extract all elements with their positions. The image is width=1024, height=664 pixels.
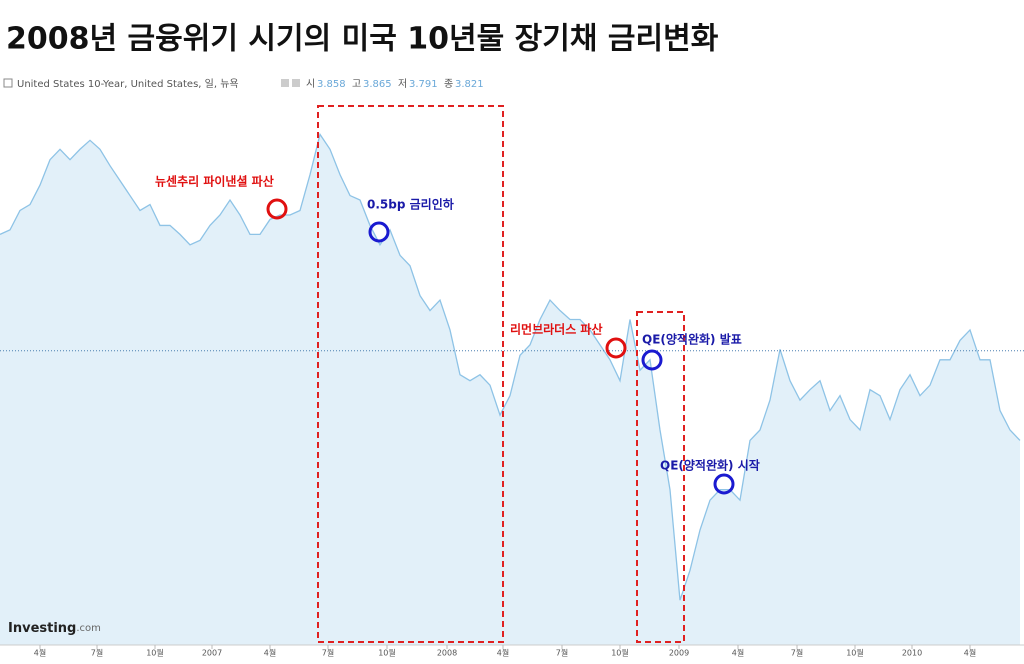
- quote-value: 3.791: [409, 79, 438, 90]
- x-tick-label: 10월: [378, 648, 396, 658]
- instrument: United States 10-Year, United States, 일,…: [17, 78, 239, 90]
- annotation: QE(양적완화) 발표: [642, 332, 742, 347]
- x-tick-label: 4월: [732, 648, 744, 658]
- annotation: 0.5bp 금리인하: [367, 197, 454, 212]
- highlight-box: [317, 105, 504, 643]
- marker-circle: [713, 473, 735, 495]
- x-tick-label: 2010: [902, 649, 922, 658]
- x-tick-label: 7월: [791, 648, 803, 658]
- annotation: 리먼브라더스 파산: [510, 322, 603, 337]
- x-tick-label: 4월: [964, 648, 976, 658]
- quote-value: 3.865: [363, 79, 392, 90]
- marker-circle: [641, 349, 663, 371]
- marker-circle: [368, 221, 390, 243]
- line: [0, 132, 1021, 601]
- quote-label: 고: [352, 79, 361, 90]
- x-tick-label: 7월: [556, 648, 568, 658]
- x-tick-label: 4월: [34, 648, 46, 658]
- marker-circle: [266, 198, 288, 220]
- x-tick-label: 10월: [846, 648, 864, 658]
- icon: [292, 79, 300, 87]
- annotation: QE(양적완화) 시작: [660, 458, 760, 473]
- x-tick-label: 4월: [264, 648, 276, 658]
- marker-circle: [605, 337, 627, 359]
- x-tick-label: 2009: [669, 649, 689, 658]
- quote: 시 3.858 고 3.865 저 3.791 종 3.821: [306, 78, 484, 90]
- x-tick-label: 2007: [202, 649, 222, 658]
- area-fill: [0, 134, 1020, 645]
- plot: 4월 7월 10월 2007 4월 7월 10월 2008 4월 7월 10월 2009 4월 7월 10월…: [0, 132, 1024, 658]
- collapse-icon[interactable]: [3, 78, 13, 88]
- x-tick-label: 2008: [437, 649, 457, 658]
- quote-value: 3.858: [317, 79, 346, 90]
- x-tick-label: 4월: [497, 648, 509, 658]
- quote-label: 시: [306, 78, 315, 90]
- x-tick-label: 10월: [146, 648, 164, 658]
- chart-title: 2008년 금융위기 시기의 미국 10년물 장기채 금리변화: [6, 22, 719, 57]
- x-tick-label: 7월: [91, 648, 103, 658]
- quote-label: 저: [398, 78, 407, 90]
- icon: [281, 79, 289, 87]
- quote-label: 종: [444, 78, 453, 90]
- highlight-box: [636, 311, 685, 643]
- x-tick-label: 7월: [322, 648, 334, 658]
- logo: Investing.com: [8, 621, 101, 636]
- annotation: 뉴센추리 파이낸셜 파산: [155, 174, 274, 189]
- x-tick-label: 10월: [611, 648, 629, 658]
- quote-value: 3.821: [455, 79, 484, 90]
